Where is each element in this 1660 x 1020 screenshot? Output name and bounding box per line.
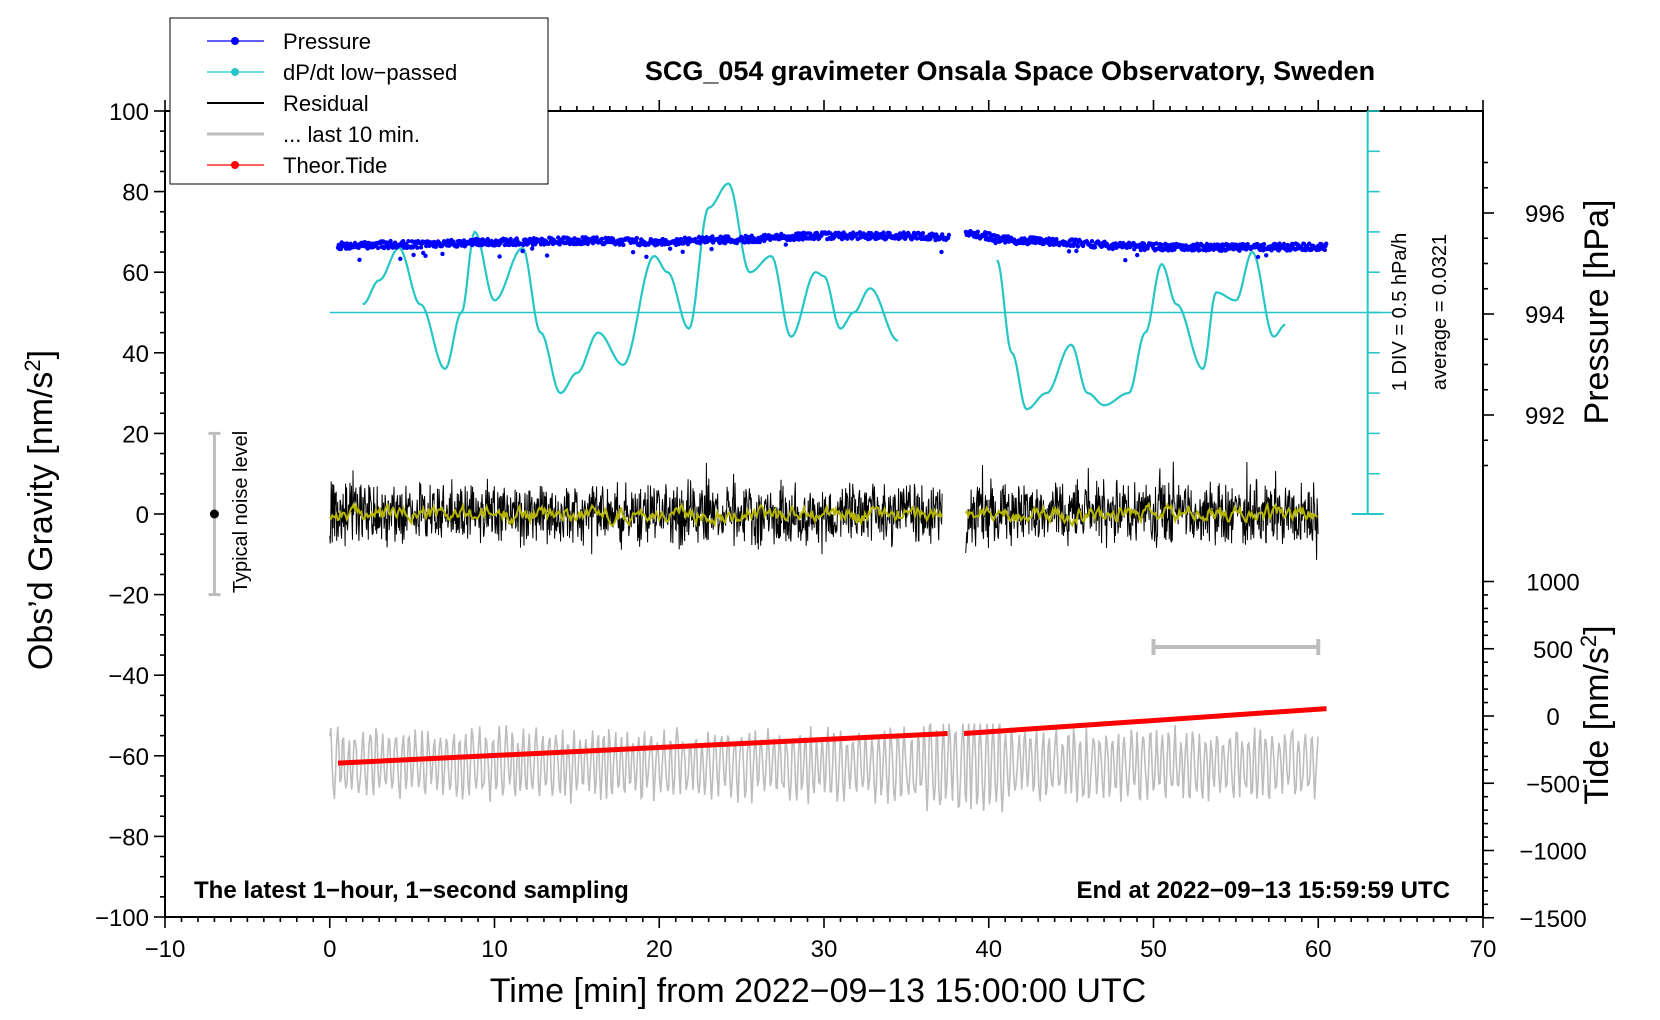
tide-axis-label: Tide [nm/s2] <box>1576 625 1616 804</box>
x-tick-label: 60 <box>1305 936 1332 963</box>
end-time-note: End at 2022−09−13 15:59:59 UTC <box>1076 877 1450 904</box>
legend: Pressure dP/dt low−passed Residual ... last… <box>169 17 549 185</box>
y-tick-label: 80 <box>122 180 149 207</box>
x-tick-label: 50 <box>1140 936 1167 963</box>
y-axis-label-sup: 2 <box>20 359 45 371</box>
tide-tick-label: 500 <box>1533 637 1573 664</box>
tide-axis-label-main: Tide [nm/s <box>1578 647 1616 804</box>
legend-label: Pressure <box>283 29 371 54</box>
residual-smoothed-line <box>328 501 944 528</box>
x-tick-label: 70 <box>1470 936 1497 963</box>
dpdt-line <box>996 250 1286 411</box>
pressure-tick-label: 994 <box>1525 302 1565 329</box>
y-tick-label: 20 <box>122 421 149 448</box>
pressure-tick-label: 996 <box>1525 201 1565 228</box>
y-tick-label: −20 <box>108 583 149 610</box>
tide-axis-ticks: −1500 −1000 −500 0 500 1000 <box>1483 570 1587 933</box>
average-label: average = 0.0321 <box>1429 234 1451 390</box>
pressure-axis-label: Pressure [hPa] <box>1578 200 1616 425</box>
x-tick-label: 30 <box>811 936 838 963</box>
y-axis-label-end: ] <box>22 350 60 359</box>
legend-label: Residual <box>283 91 369 116</box>
tide-tick-label: −1500 <box>1519 906 1586 933</box>
noise-level-bar <box>208 431 221 597</box>
noise-level-label: Typical noise level <box>230 431 252 593</box>
noise-center-dot <box>209 509 219 519</box>
tide-tick-label: −500 <box>1526 771 1580 798</box>
y-tick-label: −100 <box>95 905 149 932</box>
dpdt-line <box>362 182 899 395</box>
y-tick-label: 60 <box>122 260 149 287</box>
y-tick-label: −60 <box>108 744 149 771</box>
y-tick-label: 0 <box>136 502 149 529</box>
x-tick-label: 20 <box>646 936 673 963</box>
y-tick-label: −80 <box>108 824 149 851</box>
y-tick-label: 40 <box>122 341 149 368</box>
pressure-points <box>335 228 1329 263</box>
x-tick-label: 0 <box>323 936 336 963</box>
legend-marker <box>231 68 239 76</box>
y-tick-label: 100 <box>109 99 149 126</box>
legend-label: dP/dt low−passed <box>283 60 457 85</box>
legend-label: ... last 10 min. <box>283 122 420 147</box>
legend-marker <box>231 37 239 45</box>
tide-tick-label: 1000 <box>1526 570 1579 597</box>
series-layer <box>328 182 1393 813</box>
residual-line <box>965 461 1319 560</box>
x-tick-label: −10 <box>145 936 186 963</box>
y-tick-label: −40 <box>108 663 149 690</box>
x-axis-ticks: −10 0 10 20 30 40 50 60 70 <box>145 100 1497 963</box>
x-axis-label: Time [min] from 2022−09−13 15:00:00 UTC <box>490 972 1146 1010</box>
legend-marker <box>231 161 239 169</box>
tide-tick-label: −1000 <box>1519 839 1586 866</box>
tide-line <box>963 706 1327 736</box>
tide-axis-label-sup: 2 <box>1576 635 1601 647</box>
pressure-tick-label: 992 <box>1525 403 1565 430</box>
x-tick-label: 40 <box>975 936 1002 963</box>
y-axis-ticks: −100 −80 −60 −40 −20 0 20 40 60 80 100 <box>95 99 165 932</box>
tide-tick-label: 0 <box>1546 704 1559 731</box>
legend-label: Theor.Tide <box>283 153 387 178</box>
tide-axis-label-end: ] <box>1578 625 1616 634</box>
y-axis-label-main: Obs’d Gravity [nm/s <box>22 372 60 671</box>
x-tick-label: 10 <box>481 936 508 963</box>
residual-smoothed-line <box>964 500 1318 528</box>
div-scale-label: 1 DIV = 0.5 hPa/h <box>1389 233 1411 391</box>
sampling-note: The latest 1−hour, 1−second sampling <box>194 877 629 904</box>
chart-title: SCG_054 gravimeter Onsala Space Observat… <box>645 56 1375 86</box>
pressure-axis-ticks: 992 994 996 <box>1483 161 1565 467</box>
tide-line <box>337 731 948 766</box>
y-axis-label: Obs’d Gravity [nm/s2] <box>20 350 60 670</box>
legend-box <box>169 17 549 185</box>
